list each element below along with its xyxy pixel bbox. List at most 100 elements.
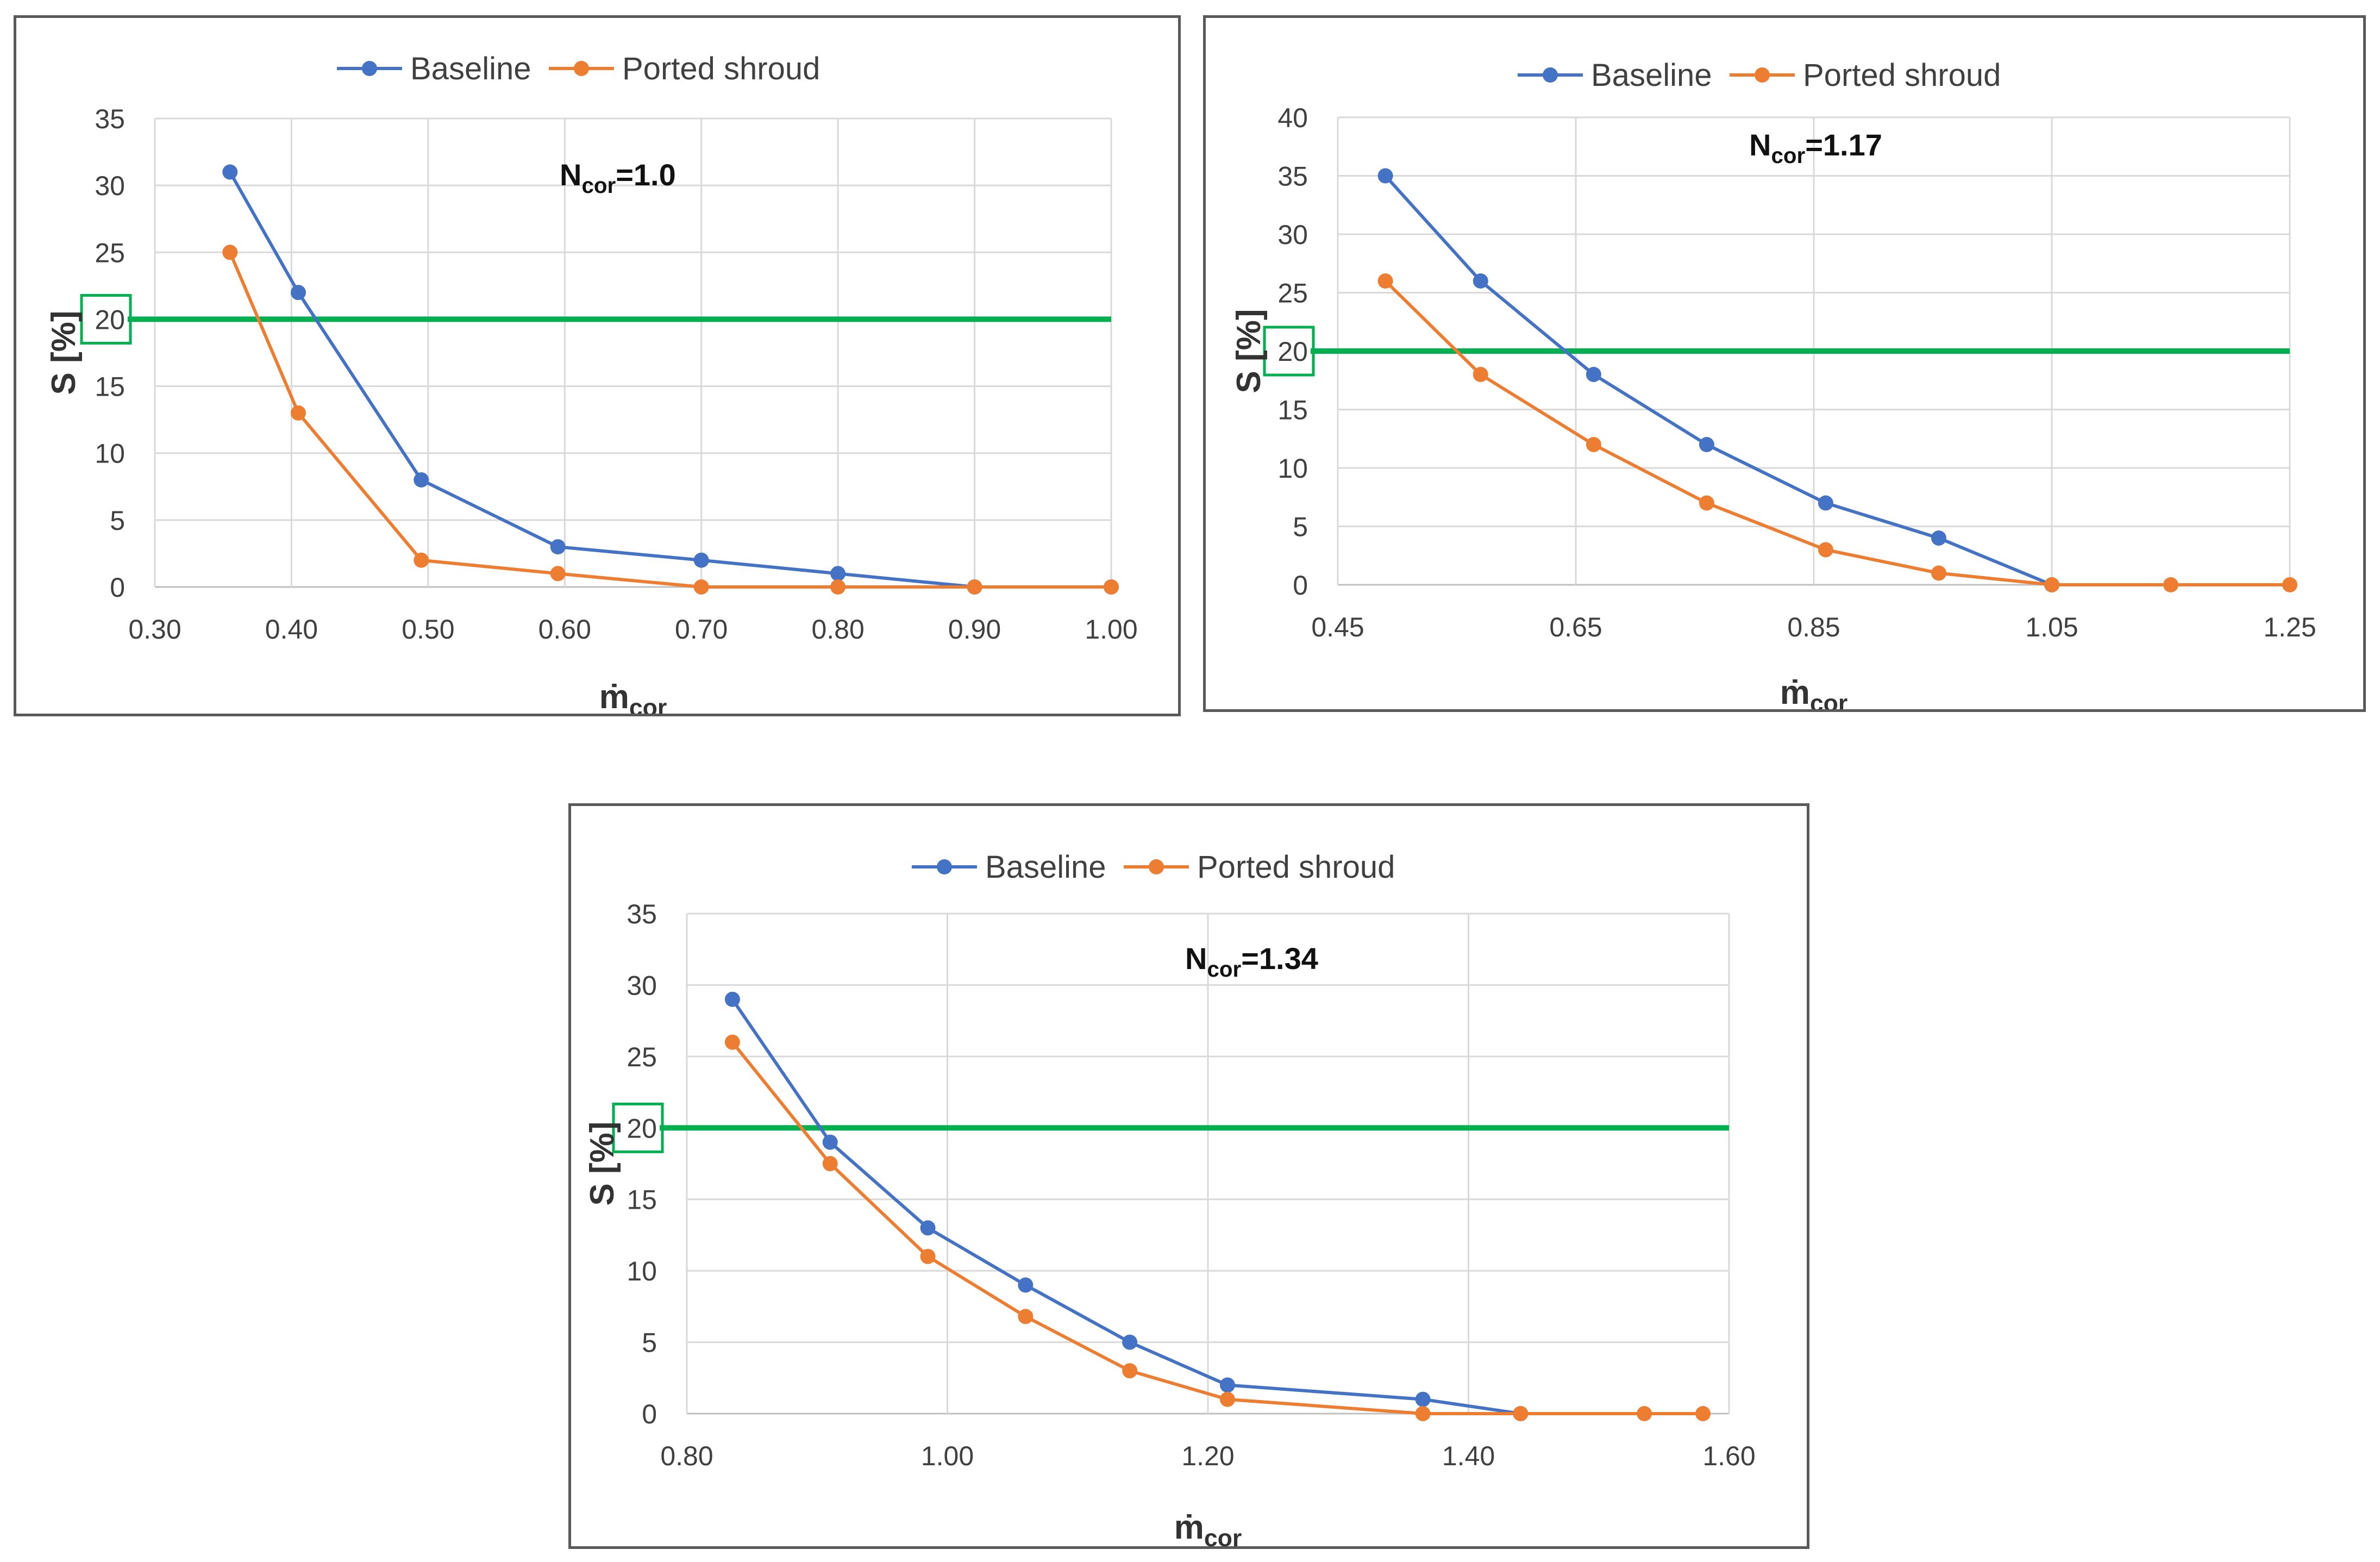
data-point — [1699, 437, 1714, 452]
series-baseline — [222, 164, 1119, 595]
chart-panel-ncor-1-34: 0 5 10 15 20 25 30 35 0.80 1.00 1.20 1.40 1.60 Baseli… — [568, 803, 1809, 1549]
data-point — [550, 566, 566, 582]
chart-svg: 0 5 10 15 20 25 30 35 40 0.45 0.65 0.85 1.05 1.25 Base… — [1230, 58, 2316, 709]
legend-item: Ported shroud — [1730, 58, 2001, 93]
y-tick-label: 30 — [1277, 220, 1308, 250]
x-tick-label: 1.20 — [1181, 1441, 1234, 1471]
y-tick-label: 10 — [1277, 453, 1308, 484]
data-point — [1122, 1363, 1138, 1379]
x-axis-title-main: ṁ — [1174, 1509, 1204, 1546]
speed-annotation: Ncor=1.17 — [1749, 128, 1882, 168]
data-point — [724, 1034, 740, 1050]
y-tick-label: 0 — [1293, 570, 1308, 601]
speed-annotation-suffix: =1.0 — [616, 158, 676, 192]
y-tick-label: 0 — [110, 572, 125, 603]
gridlines — [686, 913, 1730, 1415]
x-tick-label: 1.00 — [1085, 614, 1137, 645]
x-tick-label: 0.50 — [402, 614, 454, 645]
speed-annotation-sub: cor — [1207, 957, 1241, 982]
series-line — [228, 171, 1111, 589]
data-point — [414, 552, 429, 568]
legend-swatch-marker — [574, 61, 589, 76]
data-point — [1219, 1377, 1235, 1393]
data-point — [550, 539, 566, 555]
data-point — [291, 285, 306, 301]
data-point — [1473, 367, 1488, 382]
series-baseline — [1377, 168, 2059, 592]
series-line — [731, 998, 1521, 1415]
data-point — [830, 566, 846, 582]
data-point — [693, 579, 709, 595]
y-tick-label: 35 — [95, 104, 125, 134]
legend-label: Baseline — [410, 51, 531, 86]
legend-swatch-marker — [362, 61, 377, 76]
y-axis-title: S [%] — [584, 1122, 621, 1206]
x-axis-title-sub: cor — [1810, 690, 1847, 709]
x-axis-title-main: ṁ — [599, 678, 629, 714]
legend-label: Baseline — [1591, 58, 1712, 93]
x-tick-label: 0.60 — [538, 614, 591, 645]
data-point — [724, 991, 740, 1007]
data-point — [2282, 577, 2297, 592]
data-point — [414, 472, 429, 488]
data-point — [1415, 1406, 1431, 1421]
data-point — [1473, 273, 1488, 289]
speed-annotation-main: N — [1185, 941, 1207, 976]
y-tick-label: 15 — [627, 1185, 657, 1215]
data-point — [222, 164, 238, 180]
series-line — [1384, 279, 2290, 586]
chart-panel-ncor-1-0: 0 5 10 15 20 25 30 35 0.30 0.40 0.50 0.60 0.70 0.80 0.… — [14, 15, 1181, 716]
data-point — [2163, 577, 2178, 592]
data-point — [822, 1156, 838, 1171]
data-point — [291, 405, 306, 421]
legend-label: Ported shroud — [1803, 58, 2001, 93]
x-tick-label: 0.80 — [811, 614, 864, 645]
y-tick-label: 10 — [627, 1256, 657, 1286]
data-point — [1018, 1277, 1034, 1293]
data-point — [920, 1248, 936, 1264]
speed-annotation-suffix: =1.17 — [1805, 128, 1882, 162]
x-tick-label: 0.40 — [265, 614, 318, 645]
x-tick-label: 0.70 — [675, 614, 728, 645]
y-tick-label: 5 — [110, 505, 125, 536]
legend-swatch-marker — [1543, 67, 1558, 83]
y-tick-label: 25 — [95, 238, 125, 268]
legend-item: Ported shroud — [549, 51, 820, 86]
threshold-tick-label: 20 — [627, 1113, 657, 1144]
y-axis-title: S [%] — [1230, 309, 1268, 393]
x-axis-title: ṁcor — [599, 678, 667, 714]
chart-panel-ncor-1-17: 0 5 10 15 20 25 30 35 40 0.45 0.65 0.85 1.05 1.25 Base… — [1203, 15, 2366, 712]
data-point — [1104, 579, 1119, 595]
x-tick-label: 1.40 — [1442, 1441, 1495, 1471]
y-tick-label: 0 — [642, 1399, 657, 1429]
data-point — [1931, 565, 1946, 581]
data-point — [830, 579, 846, 595]
speed-annotation: Ncor=1.0 — [560, 158, 676, 198]
y-tick-label: 35 — [1277, 161, 1308, 192]
x-tick-label: 0.85 — [1787, 612, 1840, 642]
x-axis-title-sub: cor — [1204, 1525, 1242, 1546]
data-point — [222, 245, 238, 260]
speed-annotation: Ncor=1.34 — [1185, 941, 1318, 982]
legend-swatch-marker — [1149, 859, 1164, 874]
x-tick-label: 1.60 — [1702, 1441, 1755, 1471]
series-ported-shroud — [222, 245, 1119, 595]
speed-annotation-sub: cor — [581, 173, 616, 198]
y-tick-label: 30 — [627, 970, 657, 1001]
x-tick-label: 1.00 — [921, 1441, 974, 1471]
data-point — [1377, 273, 1393, 289]
legend-item: Baseline — [1518, 58, 1712, 93]
data-point — [1699, 495, 1714, 511]
data-point — [1377, 168, 1393, 184]
chart-svg: 0 5 10 15 20 25 30 35 0.80 1.00 1.20 1.40 1.60 Baseli… — [584, 849, 1756, 1546]
x-axis-title-sub: cor — [629, 695, 667, 714]
y-tick-label: 5 — [1293, 512, 1308, 542]
x-tick-label: 1.25 — [2263, 612, 2316, 642]
speed-annotation-sub: cor — [1771, 143, 1805, 168]
x-tick-label: 1.05 — [2025, 612, 2078, 642]
x-axis-title: ṁcor — [1780, 674, 1848, 709]
data-point — [693, 552, 709, 568]
y-tick-label: 25 — [627, 1042, 657, 1072]
x-tick-label: 0.45 — [1311, 612, 1364, 642]
legend-item: Baseline — [337, 51, 531, 86]
